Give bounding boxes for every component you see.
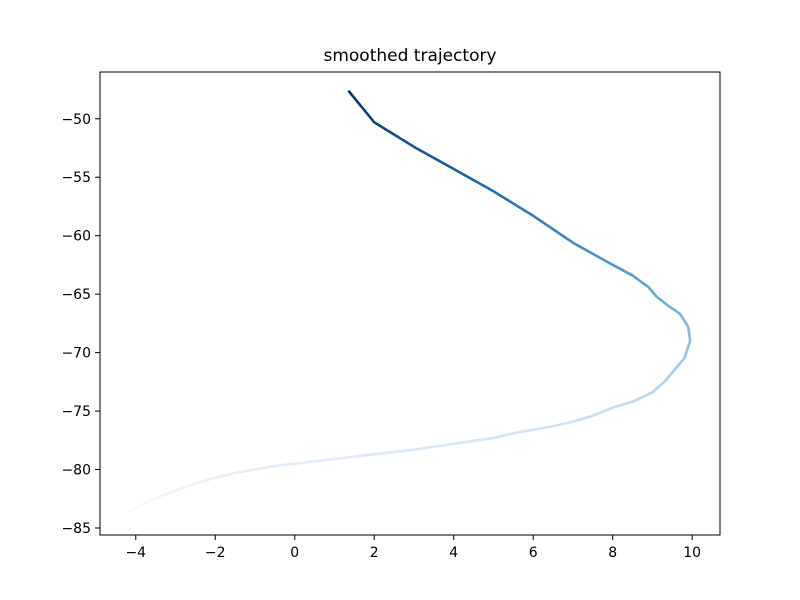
y-tick-label: −80: [61, 463, 91, 479]
y-tick-label: −50: [61, 112, 91, 128]
y-tick-label: −85: [61, 521, 91, 537]
x-tick-label: 2: [370, 545, 379, 561]
x-axis: −4 −2 0 2 4 6 8 10: [125, 535, 701, 561]
x-tick-label: 6: [529, 545, 538, 561]
chart-title: smoothed trajectory: [323, 46, 496, 66]
axes-frame: [99, 71, 721, 536]
trajectory-line: [127, 89, 692, 513]
plot-area: [127, 89, 692, 513]
y-axis: −85 −80 −75 −70 −65 −60 −55 −50: [61, 112, 100, 537]
x-tick-label: 0: [290, 545, 299, 561]
x-tick-label: 10: [683, 545, 701, 561]
y-tick-label: −70: [61, 346, 91, 362]
y-tick-label: −75: [61, 404, 91, 420]
x-tick-label: −4: [125, 545, 146, 561]
y-tick-label: −65: [61, 287, 91, 303]
x-tick-label: 4: [449, 545, 458, 561]
x-tick-label: 8: [608, 545, 617, 561]
x-tick-label: −2: [205, 545, 226, 561]
y-tick-label: −60: [61, 229, 91, 245]
y-tick-label: −55: [61, 170, 91, 186]
